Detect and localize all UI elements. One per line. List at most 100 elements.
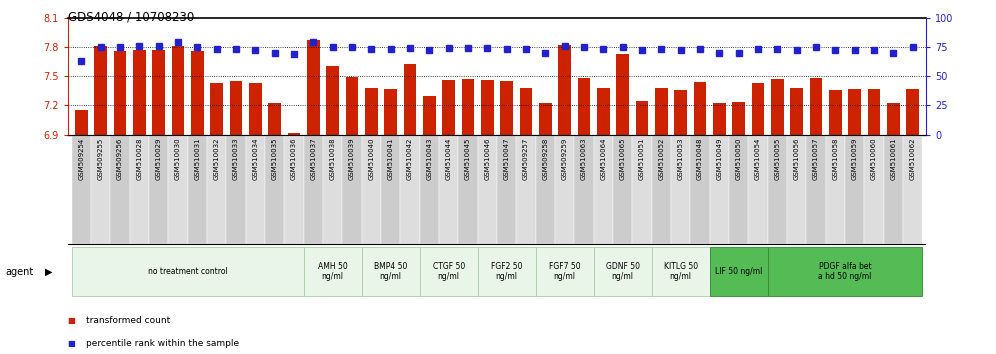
Bar: [362, 135, 381, 244]
Bar: [249, 83, 262, 354]
Bar: [578, 78, 591, 354]
Text: GSM509256: GSM509256: [117, 138, 123, 180]
Bar: [674, 90, 687, 354]
Bar: [810, 78, 823, 354]
Bar: [304, 135, 323, 244]
Text: GSM510036: GSM510036: [291, 138, 297, 181]
Bar: [288, 132, 300, 354]
Bar: [168, 135, 187, 244]
Text: PDGF alfa bet
a hd 50 ng/ml: PDGF alfa bet a hd 50 ng/ml: [819, 262, 872, 281]
Bar: [771, 79, 784, 354]
Bar: [191, 51, 203, 354]
Text: GSM510055: GSM510055: [774, 138, 781, 180]
Bar: [149, 135, 168, 244]
Text: LIF 50 ng/ml: LIF 50 ng/ml: [715, 267, 762, 276]
Bar: [171, 46, 184, 354]
Text: GSM510053: GSM510053: [677, 138, 683, 180]
Bar: [594, 247, 651, 296]
Text: GSM510035: GSM510035: [272, 138, 278, 180]
Text: GSM510046: GSM510046: [484, 138, 490, 180]
Text: GSM510033: GSM510033: [233, 138, 239, 181]
Text: GSM510039: GSM510039: [349, 138, 355, 181]
Bar: [635, 101, 648, 354]
Bar: [304, 247, 362, 296]
Text: GSM509259: GSM509259: [562, 138, 568, 180]
Text: GSM510040: GSM510040: [369, 138, 374, 180]
Text: GSM510060: GSM510060: [872, 138, 877, 181]
Text: GDS4048 / 10708230: GDS4048 / 10708230: [68, 11, 194, 24]
Bar: [594, 135, 613, 244]
Bar: [133, 50, 145, 354]
Text: GSM510061: GSM510061: [890, 138, 896, 181]
Bar: [539, 103, 552, 354]
Bar: [732, 102, 745, 354]
Bar: [210, 83, 223, 354]
Bar: [713, 103, 726, 354]
Text: GSM509257: GSM509257: [523, 138, 529, 180]
Text: ▶: ▶: [45, 267, 53, 277]
Bar: [72, 135, 91, 244]
Bar: [655, 88, 667, 354]
Text: GSM510043: GSM510043: [426, 138, 432, 180]
Text: GSM510064: GSM510064: [601, 138, 607, 180]
Text: agent: agent: [5, 267, 33, 277]
Bar: [307, 40, 320, 354]
Text: GSM510056: GSM510056: [794, 138, 800, 180]
Bar: [346, 77, 359, 354]
Bar: [419, 135, 439, 244]
Bar: [752, 83, 764, 354]
Bar: [323, 135, 343, 244]
Text: GSM510048: GSM510048: [697, 138, 703, 180]
Text: ■: ■: [68, 339, 76, 348]
Text: GSM510062: GSM510062: [909, 138, 915, 180]
Bar: [230, 81, 242, 354]
Text: GSM510030: GSM510030: [175, 138, 181, 181]
Text: AMH 50
ng/ml: AMH 50 ng/ml: [318, 262, 348, 281]
Bar: [481, 80, 494, 354]
Text: GSM510044: GSM510044: [445, 138, 451, 180]
Bar: [768, 135, 787, 244]
Bar: [246, 135, 265, 244]
Bar: [265, 135, 284, 244]
Bar: [849, 89, 861, 354]
Bar: [632, 135, 651, 244]
Bar: [400, 135, 419, 244]
Text: GSM510065: GSM510065: [620, 138, 625, 180]
Bar: [327, 66, 339, 354]
Bar: [384, 89, 397, 354]
Text: GSM509258: GSM509258: [543, 138, 549, 180]
Bar: [559, 45, 571, 354]
Text: GSM510042: GSM510042: [407, 138, 413, 180]
Bar: [462, 79, 474, 354]
Bar: [536, 247, 594, 296]
Bar: [520, 88, 532, 354]
Bar: [362, 247, 419, 296]
Bar: [419, 247, 478, 296]
Bar: [458, 135, 478, 244]
Text: GSM509254: GSM509254: [79, 138, 85, 180]
Bar: [381, 135, 400, 244]
Text: GSM510038: GSM510038: [330, 138, 336, 181]
Bar: [439, 135, 458, 244]
Text: BMP4 50
ng/ml: BMP4 50 ng/ml: [374, 262, 407, 281]
Bar: [207, 135, 226, 244]
Bar: [791, 88, 803, 354]
Bar: [887, 103, 899, 354]
Text: GSM510031: GSM510031: [194, 138, 200, 181]
Bar: [710, 247, 768, 296]
Bar: [729, 135, 748, 244]
Text: GSM510041: GSM510041: [387, 138, 393, 180]
Bar: [152, 50, 165, 354]
Bar: [613, 135, 632, 244]
Text: GSM510045: GSM510045: [465, 138, 471, 180]
Bar: [284, 135, 304, 244]
Bar: [226, 135, 246, 244]
Text: GSM510034: GSM510034: [252, 138, 258, 180]
Bar: [500, 81, 513, 354]
Bar: [72, 247, 304, 296]
Bar: [442, 80, 455, 354]
Text: GSM510047: GSM510047: [504, 138, 510, 180]
Text: GSM510029: GSM510029: [155, 138, 161, 180]
Bar: [787, 135, 807, 244]
Bar: [845, 135, 865, 244]
